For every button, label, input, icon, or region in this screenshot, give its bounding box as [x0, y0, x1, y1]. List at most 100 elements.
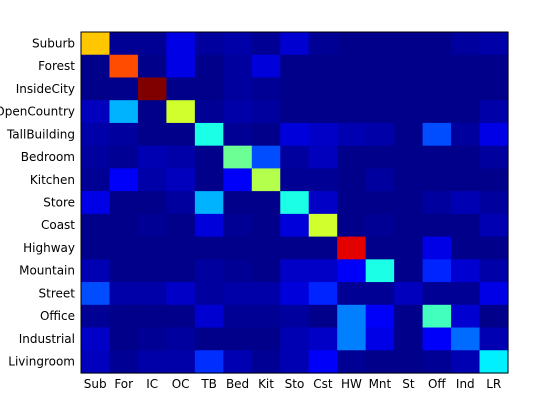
heatmap-cell — [365, 236, 395, 260]
heatmap-cell — [280, 145, 310, 169]
heatmap-cell — [223, 259, 253, 283]
heatmap-cell — [308, 350, 338, 374]
heatmap-cell — [251, 168, 281, 192]
heatmap-cell — [451, 122, 481, 147]
heatmap-cell — [451, 213, 481, 238]
heatmap-cell — [81, 304, 111, 329]
heatmap-cell — [479, 54, 509, 79]
x-tick-label: Sub — [84, 377, 107, 391]
heatmap-cell — [251, 236, 281, 260]
heatmap-cell — [308, 100, 338, 124]
heatmap-cell — [394, 236, 424, 260]
heatmap-cell — [166, 100, 196, 124]
heatmap-cell — [194, 350, 224, 374]
y-tick-label: Kitchen — [30, 173, 75, 187]
heatmap-cell — [308, 304, 338, 329]
heatmap-cell — [194, 191, 224, 215]
heatmap-cell — [365, 100, 395, 124]
heatmap-cell — [194, 77, 224, 101]
heatmap-cell — [394, 304, 424, 329]
heatmap-cell — [337, 282, 367, 306]
heatmap-cell — [223, 77, 253, 101]
heatmap-cell — [109, 213, 139, 238]
heatmap-cell — [81, 282, 111, 306]
heatmap-cell — [81, 168, 111, 192]
heatmap-cell — [81, 100, 111, 124]
heatmap-cell — [194, 213, 224, 238]
heatmap-cell — [308, 168, 338, 192]
heatmap-cell — [337, 236, 367, 260]
heatmap-cell — [81, 145, 111, 169]
heatmap-cell — [280, 259, 310, 283]
heatmap-cell — [337, 259, 367, 283]
heatmap-cell — [166, 259, 196, 283]
heatmap-cell — [166, 191, 196, 215]
heatmap-cell — [251, 213, 281, 238]
heatmap-cell — [479, 259, 509, 283]
heatmap-cell — [280, 100, 310, 124]
x-tick-label: IC — [146, 377, 158, 391]
heatmap-cell — [422, 145, 452, 169]
heatmap-cell — [81, 191, 111, 215]
heatmap-cell — [308, 191, 338, 215]
heatmap-cell — [81, 77, 111, 101]
heatmap-cell — [223, 304, 253, 329]
heatmap-cell — [280, 54, 310, 79]
heatmap-cell — [81, 213, 111, 238]
heatmap-cell — [479, 122, 509, 147]
heatmap-cell — [81, 54, 111, 79]
heatmap-cell — [451, 236, 481, 260]
heatmap-cell — [422, 191, 452, 215]
heatmap-cell — [280, 191, 310, 215]
heatmap-cell — [280, 77, 310, 101]
heatmap-cell — [337, 168, 367, 192]
heatmap-cell — [280, 327, 310, 351]
heatmap-cell — [137, 145, 167, 169]
heatmap-cell — [137, 350, 167, 374]
heatmap-cell — [308, 327, 338, 351]
heatmap-cell — [308, 282, 338, 306]
plot-frame — [80, 31, 509, 374]
heatmap-cell — [137, 54, 167, 79]
heatmap-cell — [137, 191, 167, 215]
heatmap-cell — [81, 236, 111, 260]
heatmap-cell — [280, 213, 310, 238]
heatmap-cell — [308, 32, 338, 56]
heatmap-cell — [422, 122, 452, 147]
heatmap-cell — [166, 327, 196, 351]
heatmap-cell — [365, 77, 395, 101]
heatmap-cell — [109, 77, 139, 101]
x-tick-label: LR — [486, 377, 501, 391]
heatmap-cell — [81, 327, 111, 351]
x-tick-label: HW — [341, 377, 362, 391]
heatmap-cell — [394, 100, 424, 124]
heatmap-cell — [223, 213, 253, 238]
heatmap-cell — [137, 213, 167, 238]
heatmap-cell — [251, 32, 281, 56]
heatmap-cell — [166, 122, 196, 147]
heatmap-cell — [109, 100, 139, 124]
heatmap-cell — [394, 191, 424, 215]
heatmap-cell — [451, 100, 481, 124]
y-tick-label: Suburb — [32, 36, 75, 50]
heatmap-cell — [166, 282, 196, 306]
x-tick-label: For — [114, 377, 133, 391]
heatmap-cell — [365, 191, 395, 215]
heatmap-cell — [337, 54, 367, 79]
heatmap-cell — [337, 304, 367, 329]
heatmap-cell — [109, 168, 139, 192]
y-tick-label: Industrial — [19, 332, 75, 346]
heatmap-cell — [394, 32, 424, 56]
heatmap-cell — [109, 304, 139, 329]
heatmap-cell — [451, 32, 481, 56]
heatmap-cell — [166, 54, 196, 79]
x-tick-label: St — [402, 377, 415, 391]
heatmap-cell — [109, 122, 139, 147]
heatmap-cell — [337, 122, 367, 147]
heatmap-cell — [166, 32, 196, 56]
heatmap-cell — [308, 77, 338, 101]
y-tick-label: Forest — [38, 59, 75, 73]
heatmap-cell — [451, 350, 481, 374]
y-tick-label: Street — [39, 286, 76, 300]
heatmap-cell — [451, 327, 481, 351]
